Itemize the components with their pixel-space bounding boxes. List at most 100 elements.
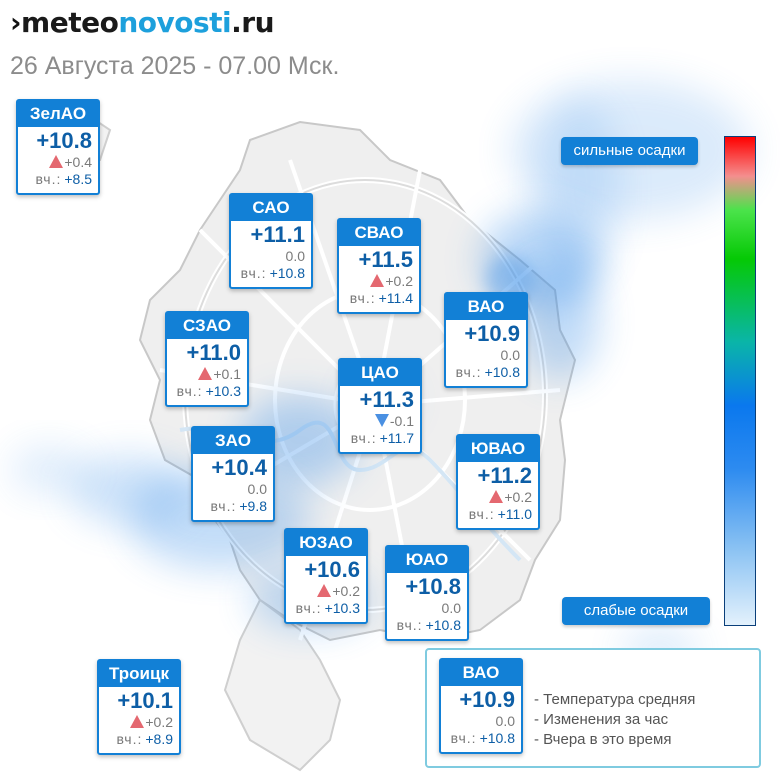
hourly-change-value: 0.0 xyxy=(500,347,520,363)
legend-line-yesterday: - Вчера в это время xyxy=(534,731,672,748)
avg-temperature: +10.8 xyxy=(405,574,461,599)
avg-temperature: +10.9 xyxy=(459,687,515,712)
district-card[interactable]: ЗелАО +10.8 +0.4 вч.: +8.5 xyxy=(16,99,100,195)
district-card[interactable]: СЗАО +11.0 +0.1 вч.: +10.3 xyxy=(165,311,249,407)
yesterday-label: вч.: xyxy=(350,430,377,446)
trend-up-icon xyxy=(130,715,145,728)
yesterday-label: вч.: xyxy=(35,171,62,187)
forecast-datetime: 26 Августа 2025 - 07.00 Мск. xyxy=(10,52,340,80)
avg-temperature: +11.2 xyxy=(477,463,532,488)
logo-text-meteo: meteo xyxy=(21,6,119,39)
yesterday-row: вч.: +8.9 xyxy=(99,730,179,748)
trend-up-icon xyxy=(317,584,332,597)
yesterday-temperature: +9.8 xyxy=(239,498,267,514)
district-name: ВАО xyxy=(446,294,526,320)
hourly-change: +0.2 xyxy=(339,273,419,289)
district-card[interactable]: ЦАО +11.3 -0.1 вч.: +11.7 xyxy=(338,358,422,454)
hourly-change: +0.2 xyxy=(458,489,538,505)
yesterday-row: вч.: +10.8 xyxy=(446,363,526,381)
district-name: ЗАО xyxy=(193,428,273,454)
district-card[interactable]: ЮЗАО +10.6 +0.2 вч.: +10.3 xyxy=(284,528,368,624)
hourly-change-value: +0.1 xyxy=(213,366,241,382)
hourly-change: +0.2 xyxy=(286,583,366,599)
district-card[interactable]: ЮВАО +11.2 +0.2 вч.: +11.0 xyxy=(456,434,540,530)
site-logo[interactable]: ›meteonovosti.ru xyxy=(10,6,275,39)
avg-temperature: +10.6 xyxy=(304,557,360,582)
yesterday-temperature: +11.7 xyxy=(379,430,414,446)
yesterday-label: вч.: xyxy=(349,290,376,306)
yesterday-row: вч.: +10.8 xyxy=(441,729,521,747)
district-name: ЮАО xyxy=(387,547,467,573)
yesterday-row: вч.: +11.7 xyxy=(340,429,420,447)
yesterday-label: вч.: xyxy=(210,498,237,514)
yesterday-row: вч.: +10.3 xyxy=(167,382,247,400)
yesterday-row: вч.: +11.0 xyxy=(458,505,538,523)
yesterday-label: вч.: xyxy=(468,506,495,522)
hourly-change: +0.1 xyxy=(167,366,247,382)
yesterday-row: вч.: +10.3 xyxy=(286,599,366,617)
district-card[interactable]: САО +11.1 0.0 вч.: +10.8 xyxy=(229,193,313,289)
district-name: СВАО xyxy=(339,220,419,246)
logo-arrow: › xyxy=(10,6,22,39)
district-name: ЮВАО xyxy=(458,436,538,462)
legend-descriptions: - Температура средняя - Изменения за час… xyxy=(534,690,695,750)
avg-temperature: +11.1 xyxy=(250,222,305,247)
hourly-change-value: +0.2 xyxy=(504,489,532,505)
district-card[interactable]: ЗАО +10.4 0.0 вч.: +9.8 xyxy=(191,426,275,522)
yesterday-label: вч.: xyxy=(240,265,267,281)
yesterday-label: вч.: xyxy=(455,364,482,380)
yesterday-temperature: +11.0 xyxy=(497,506,532,522)
logo-text-ru: .ru xyxy=(231,6,275,39)
district-card[interactable]: Троицк +10.1 +0.2 вч.: +8.9 xyxy=(97,659,181,755)
yesterday-temperature: +10.8 xyxy=(484,364,520,380)
yesterday-temperature: +10.8 xyxy=(479,730,515,746)
hourly-change: 0.0 xyxy=(231,248,311,264)
avg-temperature: +10.4 xyxy=(211,455,267,480)
hourly-change: 0.0 xyxy=(446,347,526,363)
avg-temperature: +10.9 xyxy=(464,321,520,346)
district-name: САО xyxy=(231,195,311,221)
yesterday-row: вч.: +10.8 xyxy=(231,264,311,282)
weak-precip-label: слабые осадки xyxy=(562,597,710,625)
hourly-change: +0.2 xyxy=(99,714,179,730)
yesterday-row: вч.: +11.4 xyxy=(339,289,419,307)
legend-card[interactable]: ВАО +10.9 0.0 вч.: +10.8 xyxy=(439,658,523,754)
hourly-change-value: 0.0 xyxy=(441,600,461,616)
hourly-change: 0.0 xyxy=(387,600,467,616)
district-name: ВАО xyxy=(441,660,521,686)
yesterday-temperature: +10.3 xyxy=(324,600,360,616)
avg-temperature: +10.1 xyxy=(117,688,173,713)
avg-temperature: +11.3 xyxy=(359,387,414,412)
hourly-change: 0.0 xyxy=(441,713,521,729)
yesterday-label: вч.: xyxy=(176,383,203,399)
yesterday-temperature: +10.8 xyxy=(425,617,461,633)
avg-temperature: +10.8 xyxy=(36,128,92,153)
yesterday-temperature: +8.5 xyxy=(64,171,92,187)
district-card[interactable]: ЮАО +10.8 0.0 вч.: +10.8 xyxy=(385,545,469,641)
hourly-change-value: +0.2 xyxy=(332,583,360,599)
district-name: ЗелАО xyxy=(18,101,98,127)
hourly-change-value: 0.0 xyxy=(495,713,515,729)
district-card[interactable]: СВАО +11.5 +0.2 вч.: +11.4 xyxy=(337,218,421,314)
trend-up-icon xyxy=(49,155,64,168)
district-card[interactable]: ВАО +10.9 0.0 вч.: +10.8 xyxy=(444,292,528,388)
strong-precip-label: сильные осадки xyxy=(561,137,698,165)
yesterday-label: вч.: xyxy=(450,730,477,746)
district-name: ЮЗАО xyxy=(286,530,366,556)
yesterday-row: вч.: +9.8 xyxy=(193,497,273,515)
hourly-change: +0.4 xyxy=(18,154,98,170)
moscow-outline-south xyxy=(223,598,342,772)
district-name: СЗАО xyxy=(167,313,247,339)
avg-temperature: +11.5 xyxy=(358,247,413,272)
yesterday-label: вч.: xyxy=(295,600,322,616)
hourly-change-value: +0.2 xyxy=(385,273,413,289)
hourly-change: 0.0 xyxy=(193,481,273,497)
yesterday-label: вч.: xyxy=(396,617,423,633)
trend-up-icon xyxy=(198,367,213,380)
precipitation-scale-bar xyxy=(724,136,756,626)
district-name: Троицк xyxy=(99,661,179,687)
hourly-change-value: -0.1 xyxy=(389,413,414,429)
hourly-change: -0.1 xyxy=(340,413,420,429)
logo-text-novosti: novosti xyxy=(118,6,232,39)
hourly-change-value: +0.2 xyxy=(145,714,173,730)
